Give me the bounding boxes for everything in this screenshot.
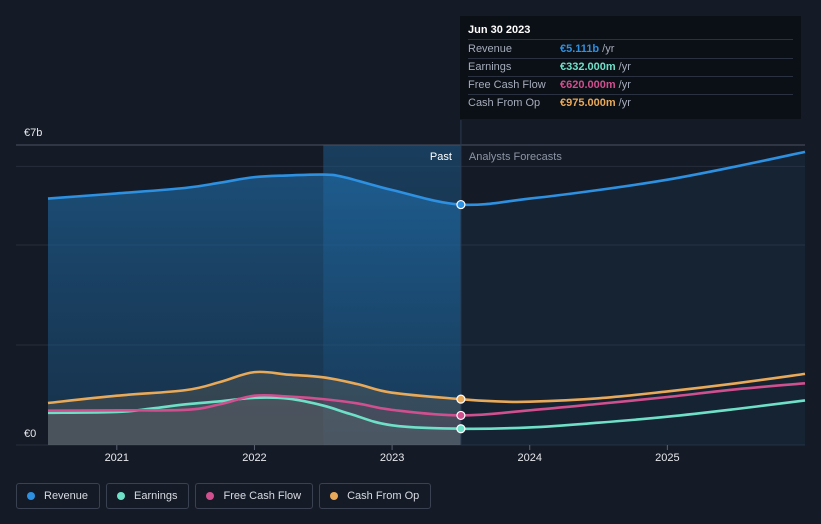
series-areas [48,151,805,445]
legend-item-earnings[interactable]: Earnings [106,483,190,509]
tooltip-unit: /yr [618,79,631,91]
tooltip-value: €975.000m [560,97,616,109]
legend-label: Earnings [134,490,178,502]
past-label: Past [430,151,452,163]
legend-item-cash-from-op[interactable]: Cash From Op [319,483,432,509]
earnings-marker[interactable] [456,424,466,434]
tooltip-label: Earnings [468,61,512,73]
series-lines [47,150,806,431]
x-tick-label: 2021 [105,452,129,464]
x-tick-label: 2025 [655,452,679,464]
tooltip-unit: /yr [618,97,631,109]
legend-dot-icon [117,492,126,500]
y-axis-min-label: €0 [24,428,36,440]
tooltip-value: €332.000m [560,61,616,73]
tooltip-value: €5.111b [560,43,600,55]
hover-markers [456,199,466,434]
revenue-area [48,174,461,445]
cfo-line [47,370,806,405]
legend-dot-icon [27,492,35,500]
tooltip-value: €620.000m [560,79,616,91]
tooltip-unit: /yr [618,61,631,73]
legend-label: Revenue [44,490,89,502]
tooltip-label: Free Cash Flow [468,79,546,91]
tooltip-row-revenue: Revenue €5.111b /yr [468,41,793,59]
legend-item-revenue[interactable]: Revenue [16,483,101,509]
x-tick-label: 2024 [517,452,541,464]
legend-dot-icon [206,492,215,500]
tooltip-date: Jun 30 2023 [468,22,793,40]
earnings-line [47,396,806,431]
legend: Revenue Earnings Free Cash Flow Cash Fro… [16,483,432,509]
tooltip: Jun 30 2023 Revenue €5.111b /yr Earnings… [460,16,801,119]
fcf-area [48,395,461,445]
tooltip-label: Revenue [468,43,513,55]
forecast-label: Analysts Forecasts [469,151,562,163]
x-tick-label: 2023 [380,452,404,464]
fcf-line [47,381,806,417]
revenue-line [47,150,806,207]
legend-dot-icon [330,492,339,500]
legend-item-free-cash-flow[interactable]: Free Cash Flow [195,483,314,509]
revenue-marker[interactable] [456,199,466,210]
x-tick-label: 2022 [242,452,266,464]
cfo-marker[interactable] [456,394,466,404]
tooltip-row-free-cash-flow: Free Cash Flow €620.000m /yr [468,77,793,95]
legend-label: Cash From Op [347,490,420,502]
tooltip-unit: /yr [602,43,615,55]
cfo-area [48,371,461,445]
y-axis-max-label: €7b [24,127,42,139]
tooltip-row-cash-from-op: Cash From Op €975.000m /yr [468,95,793,112]
tooltip-row-earnings: Earnings €332.000m /yr [468,59,793,77]
tooltip-label: Cash From Op [468,97,541,109]
revenue-forecast-area [460,151,805,445]
legend-label: Free Cash Flow [223,490,302,502]
fcf-marker[interactable] [456,410,466,421]
x-axis-ticks: 2021 2022 2023 2024 2025 [105,445,680,464]
